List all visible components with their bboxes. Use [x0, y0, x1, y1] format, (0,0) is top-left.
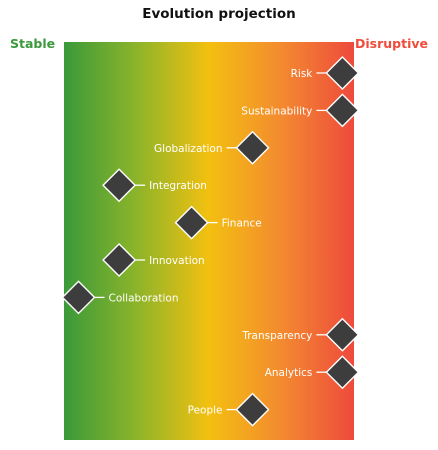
item-globalization: Globalization	[154, 130, 270, 165]
item-label: Integration	[149, 180, 207, 192]
item-label: Collaboration	[109, 292, 179, 304]
disruptive-label: Disruptive	[355, 36, 428, 51]
item-sustainability: Sustainability	[241, 93, 360, 128]
diamond-marker	[325, 56, 360, 90]
diamond-marker	[325, 317, 360, 352]
item-risk: Risk	[291, 56, 360, 90]
diamond-marker	[102, 243, 137, 277]
item-innovation: Innovation	[102, 243, 205, 277]
item-label: Globalization	[154, 143, 222, 155]
item-label: Transparency	[241, 330, 312, 342]
diamond-marker	[102, 168, 137, 203]
item-finance: Finance	[174, 205, 262, 240]
diamond-marker	[61, 280, 96, 315]
item-label: Finance	[222, 218, 262, 230]
diamond-marker	[325, 93, 360, 128]
item-analytics: Analytics	[265, 355, 360, 390]
diamond-marker	[174, 205, 209, 240]
item-transparency: Transparency	[241, 317, 360, 352]
stable-label: Stable	[10, 36, 56, 51]
item-label: Sustainability	[241, 105, 312, 117]
diamond-marker	[235, 130, 270, 165]
diamond-marker	[235, 392, 270, 427]
diagram-title: Evolution projection	[142, 6, 296, 22]
item-collaboration: Collaboration	[61, 280, 179, 315]
item-label: Analytics	[265, 367, 313, 379]
diamond-marker	[325, 355, 360, 390]
item-label: Innovation	[149, 255, 205, 267]
item-people: People	[188, 392, 270, 427]
items-group: Risk Sustainability Globalization Integrati…	[61, 56, 360, 427]
evolution-gradient-panel	[64, 42, 354, 440]
item-integration: Integration	[102, 168, 207, 203]
item-label: People	[188, 405, 223, 417]
item-label: Risk	[291, 68, 314, 80]
